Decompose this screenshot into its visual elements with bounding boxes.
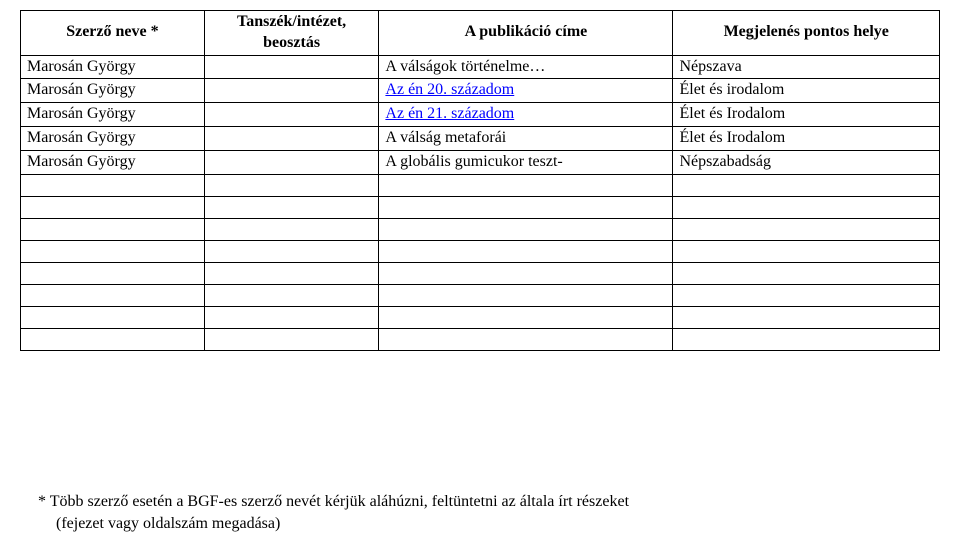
cell-dept [204, 284, 379, 306]
cell-author: Marosán György [21, 150, 205, 174]
header-dept: Tanszék/intézet, beosztás [204, 11, 379, 56]
cell-author: Marosán György [21, 103, 205, 127]
footnote: * Több szerző esetén a BGF-es szerző nev… [20, 491, 940, 536]
cell-dept [204, 126, 379, 150]
table-row: Marosán György A válságok történelme…Néps… [21, 55, 940, 79]
cell-place: Népszabadság [673, 150, 940, 174]
cell-title [379, 174, 673, 196]
cell-author [21, 328, 205, 350]
table-row: Marosán György A válság metaforáiÉlet és … [21, 126, 940, 150]
header-title: A publikáció címe [379, 11, 673, 56]
cell-title [379, 284, 673, 306]
cell-place [673, 218, 940, 240]
cell-dept [204, 262, 379, 284]
cell-dept [204, 218, 379, 240]
cell-dept [204, 55, 379, 79]
cell-author: Marosán György [21, 79, 205, 103]
cell-author: Marosán György [21, 55, 205, 79]
cell-title: A válság metaforái [379, 126, 673, 150]
footnote-line1: * Több szerző esetén a BGF-es szerző nev… [38, 491, 940, 513]
cell-title: A válságok történelme… [379, 55, 673, 79]
table-row [21, 174, 940, 196]
cell-place [673, 328, 940, 350]
cell-title: A globális gumicukor teszt- [379, 150, 673, 174]
cell-title [379, 218, 673, 240]
cell-title: Az én 21. századom [379, 103, 673, 127]
cell-dept [204, 150, 379, 174]
cell-place [673, 196, 940, 218]
table-header-row: Szerző neve * Tanszék/intézet, beosztás … [21, 11, 940, 56]
cell-dept [204, 79, 379, 103]
cell-author [21, 284, 205, 306]
cell-author [21, 240, 205, 262]
cell-place [673, 262, 940, 284]
table-row: Marosán György Az én 20. századom Élet és … [21, 79, 940, 103]
footnote-line2: (fejezet vagy oldalszám megadása) [38, 513, 940, 535]
table-row [21, 240, 940, 262]
cell-author [21, 306, 205, 328]
cell-dept [204, 196, 379, 218]
cell-place [673, 174, 940, 196]
cell-dept [204, 306, 379, 328]
cell-title [379, 240, 673, 262]
cell-dept [204, 174, 379, 196]
cell-place [673, 284, 940, 306]
table-row: Marosán György Az én 21. századom Élet és … [21, 103, 940, 127]
cell-dept [204, 328, 379, 350]
cell-title [379, 328, 673, 350]
header-author: Szerző neve * [21, 11, 205, 56]
cell-place: Élet és Irodalom [673, 103, 940, 127]
cell-dept [204, 240, 379, 262]
title-link[interactable]: Az én 21. századom [385, 105, 514, 122]
cell-place: Élet és irodalom [673, 79, 940, 103]
cell-place [673, 306, 940, 328]
cell-title [379, 196, 673, 218]
cell-title [379, 306, 673, 328]
cell-place: Népszava [673, 55, 940, 79]
cell-author [21, 218, 205, 240]
table-row [21, 218, 940, 240]
cell-place [673, 240, 940, 262]
cell-place: Élet és Irodalom [673, 126, 940, 150]
table-row [21, 196, 940, 218]
table-row [21, 262, 940, 284]
cell-author [21, 174, 205, 196]
cell-dept [204, 103, 379, 127]
publications-table: Szerző neve * Tanszék/intézet, beosztás … [20, 10, 940, 351]
cell-title [379, 262, 673, 284]
table-row [21, 328, 940, 350]
table-row: Marosán György A globális gumicukor teszt… [21, 150, 940, 174]
cell-author [21, 196, 205, 218]
cell-author [21, 262, 205, 284]
title-link[interactable]: Az én 20. századom [385, 81, 514, 98]
cell-title: Az én 20. századom [379, 79, 673, 103]
header-place: Megjelenés pontos helye [673, 11, 940, 56]
table-row [21, 306, 940, 328]
cell-author: Marosán György [21, 126, 205, 150]
table-row [21, 284, 940, 306]
